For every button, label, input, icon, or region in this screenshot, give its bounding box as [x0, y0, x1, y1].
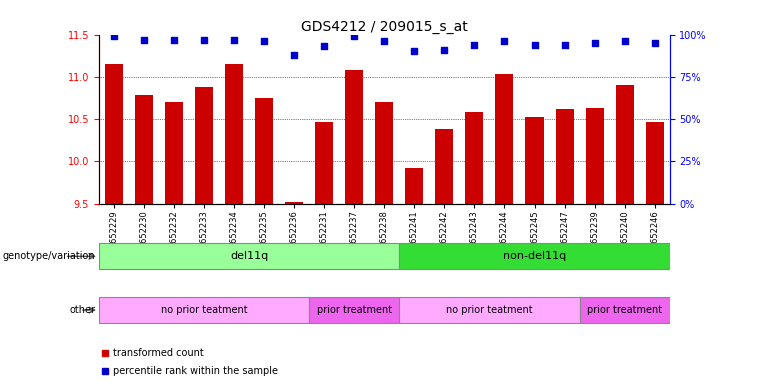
Bar	[585, 108, 603, 204]
Bar	[225, 64, 243, 204]
Point	[318, 43, 330, 50]
Point	[528, 41, 540, 48]
Text: transformed count: transformed count	[113, 348, 204, 358]
Point	[468, 41, 480, 48]
Bar	[105, 64, 123, 204]
Point	[648, 40, 661, 46]
Text: prior treatment: prior treatment	[587, 305, 662, 315]
Point	[349, 33, 361, 39]
Bar	[645, 122, 664, 204]
Bar	[466, 112, 483, 204]
Point	[258, 38, 270, 45]
Bar	[345, 70, 363, 204]
Bar	[255, 98, 273, 204]
Bar	[435, 129, 454, 204]
Text: no prior teatment: no prior teatment	[161, 305, 247, 315]
Bar	[135, 95, 153, 204]
Text: other: other	[69, 305, 95, 315]
Point	[438, 47, 451, 53]
Point	[108, 33, 120, 39]
Bar	[556, 109, 574, 204]
Bar	[526, 118, 543, 204]
Bar	[309, 297, 400, 323]
Point	[228, 36, 240, 43]
Bar	[195, 87, 213, 204]
Title: GDS4212 / 209015_s_at: GDS4212 / 209015_s_at	[301, 20, 468, 33]
Text: non-del11q: non-del11q	[503, 251, 566, 262]
Bar	[580, 297, 670, 323]
Bar	[375, 102, 393, 204]
Point	[378, 38, 390, 45]
Point	[198, 36, 210, 43]
Point	[498, 38, 511, 45]
Text: no prior teatment: no prior teatment	[446, 305, 533, 315]
Text: prior treatment: prior treatment	[317, 305, 392, 315]
Bar	[616, 85, 634, 204]
Point	[408, 48, 420, 55]
Bar	[285, 202, 303, 204]
Point	[288, 52, 301, 58]
Bar	[315, 122, 333, 204]
Text: percentile rank within the sample: percentile rank within the sample	[113, 366, 279, 376]
Bar	[165, 102, 183, 204]
Bar	[400, 243, 670, 269]
Bar	[99, 297, 309, 323]
Bar	[400, 297, 580, 323]
Text: del11q: del11q	[230, 251, 268, 262]
Point	[559, 41, 571, 48]
Point	[138, 36, 150, 43]
Bar	[406, 168, 423, 204]
Bar	[99, 243, 400, 269]
Point	[619, 38, 631, 45]
Bar	[495, 74, 514, 204]
Point	[588, 40, 600, 46]
Point	[168, 36, 180, 43]
Text: genotype/variation: genotype/variation	[2, 251, 95, 262]
